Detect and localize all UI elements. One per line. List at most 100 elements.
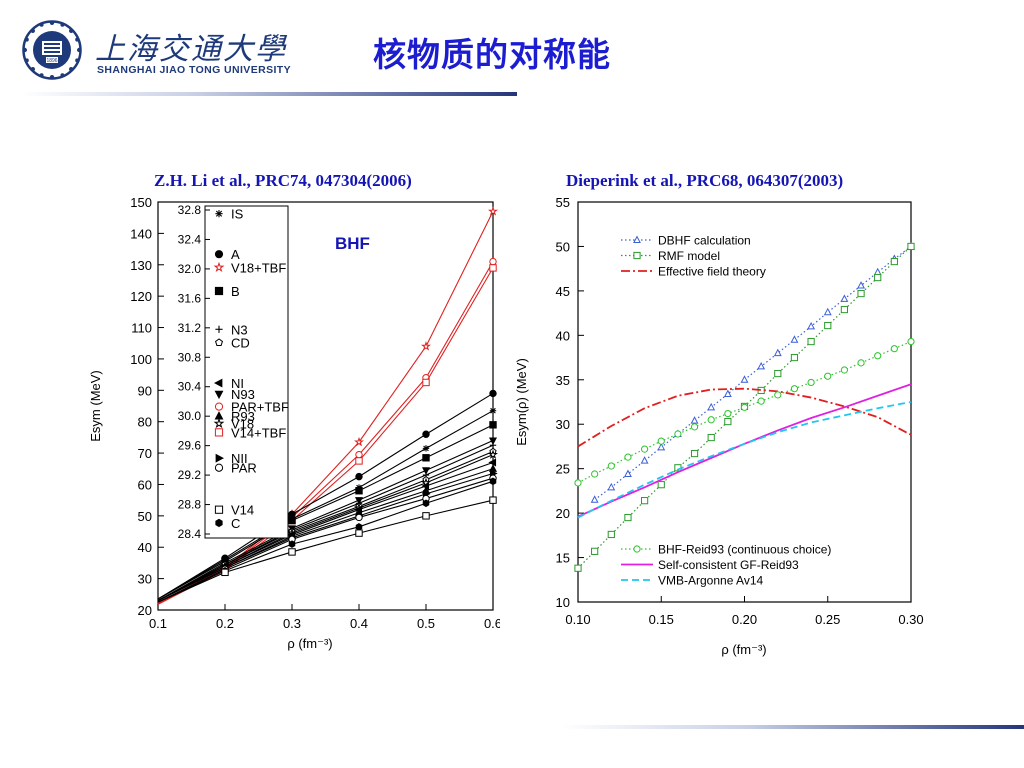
left-x-tick-label: 0.1 xyxy=(149,616,167,631)
right-y-tick-label: 20 xyxy=(556,506,570,521)
left-y-tick-label: 50 xyxy=(138,509,152,524)
right-point-bhf-reid93-continuous-choice xyxy=(574,479,582,487)
right-point-rmf-model xyxy=(707,433,715,442)
inset-legend-marker-par xyxy=(214,463,224,472)
left-x-tick-label: 0.6 xyxy=(484,616,500,631)
left-point-v14 xyxy=(288,548,296,556)
left-point-b xyxy=(355,487,363,495)
right-x-tick-label: 0.25 xyxy=(815,612,840,627)
inset-legend-label-b: B xyxy=(231,284,240,299)
inset-legend-marker-n93 xyxy=(214,390,224,400)
inset-legend-frame xyxy=(204,205,289,539)
left-point-c xyxy=(355,523,363,531)
right-point-bhf-reid93-continuous-choice xyxy=(807,378,815,387)
right-point-rmf-model xyxy=(874,273,882,282)
left-point-c xyxy=(489,477,497,486)
left-y-tick-label: 20 xyxy=(138,603,152,618)
left-point-par-tbf xyxy=(489,257,497,266)
right-point-dbhf-calculation xyxy=(607,482,616,491)
right-point-rmf-model xyxy=(690,449,699,458)
left-point-b xyxy=(422,454,430,462)
inset-legend-marker-c xyxy=(215,518,223,528)
inset-legend-marker-cd xyxy=(214,338,224,346)
right-point-dbhf-calculation xyxy=(857,281,865,289)
right-point-dbhf-calculation xyxy=(640,456,649,464)
left-y-tick-label: 60 xyxy=(138,477,152,492)
inset-legend-label-c: C xyxy=(231,516,240,531)
right-point-dbhf-calculation xyxy=(807,321,816,330)
right-citation: Dieperink et al., PRC68, 064307(2003) xyxy=(566,171,844,190)
right-point-bhf-reid93-continuous-choice xyxy=(641,445,649,453)
right-point-dbhf-calculation xyxy=(723,389,732,397)
right-point-bhf-reid93-continuous-choice xyxy=(624,453,632,461)
right-point-bhf-reid93-continuous-choice xyxy=(757,397,765,405)
left-series-line-b xyxy=(157,424,494,600)
inset-legend-label-n93: N93 xyxy=(231,387,255,402)
left-y-tick-label: 70 xyxy=(138,446,152,461)
inset-legend-marker-v18-tbf xyxy=(213,261,225,273)
inset-legend-label-v18: V18 xyxy=(231,417,254,432)
left-y-tick-label: 30 xyxy=(138,572,152,587)
right-point-dbhf-calculation xyxy=(624,469,632,477)
left-x-tick-label: 0.3 xyxy=(283,616,301,631)
inset-y-tick-label: 32.8 xyxy=(178,203,202,217)
right-legend-marker-rmf-model xyxy=(633,251,641,260)
left-point-n3 xyxy=(489,442,497,449)
left-point-v18-tbf xyxy=(421,341,431,351)
inset-legend-marker-v14-tbf xyxy=(214,428,224,437)
right-point-bhf-reid93-continuous-choice xyxy=(874,352,882,360)
right-legend-label-effective-field-theory: Effective field theory xyxy=(658,265,766,279)
inset-legend-marker-b xyxy=(214,286,224,296)
right-point-dbhf-calculation xyxy=(740,375,749,383)
left-point-ni xyxy=(488,458,497,467)
inset-legend-label-v14: V14 xyxy=(231,503,254,518)
left-x-tick-label: 0.2 xyxy=(216,616,234,631)
right-chart: 0.10 0.15 0.20 0.25 0.30 10 15 20 25 30 35 40 45 50 55… xyxy=(514,195,924,657)
right-point-rmf-model xyxy=(574,564,582,572)
right-legend-label-self-consistent-gf-reid93: Self-consistent GF-Reid93 xyxy=(658,558,799,572)
slide-title: 核物质的对称能 xyxy=(373,35,611,74)
inset-y-tick-label: 28.4 xyxy=(178,527,202,541)
left-y-tick-label: 150 xyxy=(130,195,152,210)
left-point-v14-tbf xyxy=(489,264,497,272)
right-y-tick-label: 30 xyxy=(556,417,570,432)
right-point-rmf-model xyxy=(907,242,915,251)
left-series-line-par xyxy=(157,477,494,603)
left-y-tick-label: 80 xyxy=(138,415,152,430)
right-y-tick-label: 25 xyxy=(556,462,570,477)
right-x-tick-label: 0.20 xyxy=(732,612,757,627)
inset-legend-label-v18-tbf: V18+TBF xyxy=(231,260,286,275)
right-y-tick-label: 55 xyxy=(556,195,570,210)
right-point-rmf-model xyxy=(607,530,615,539)
logo-year: 1896 xyxy=(46,58,57,64)
right-point-bhf-reid93-continuous-choice xyxy=(740,403,749,411)
left-y-tick-label: 100 xyxy=(130,352,152,367)
right-point-rmf-model xyxy=(840,305,848,314)
right-point-bhf-reid93-continuous-choice xyxy=(690,423,699,431)
footer-divider xyxy=(560,725,1024,729)
right-y-tick-label: 35 xyxy=(556,373,570,388)
left-x-tick-label: 0.4 xyxy=(350,616,368,631)
right-point-dbhf-calculation xyxy=(757,361,766,370)
left-y-tick-label: 120 xyxy=(130,289,152,304)
inset-legend-marker-v14 xyxy=(214,505,224,514)
inset-legend-marker-a xyxy=(214,250,224,259)
right-point-rmf-model xyxy=(824,321,832,330)
right-y-tick-label: 10 xyxy=(556,595,570,610)
right-x-tick-label: 0.10 xyxy=(565,612,590,627)
right-point-rmf-model xyxy=(857,289,865,298)
left-point-v18 xyxy=(488,449,498,459)
left-point-v14 xyxy=(489,496,497,504)
left-y-tick-label: 90 xyxy=(138,383,152,398)
left-point-v18-tbf xyxy=(488,206,498,216)
right-y-tick-label: 45 xyxy=(556,284,570,299)
inset-legend-label-v14-tbf: V14+TBF xyxy=(231,425,286,440)
inset-legend-marker-nii xyxy=(215,453,225,463)
right-y-tick-label: 40 xyxy=(556,328,570,343)
left-series-line-is xyxy=(157,410,494,600)
right-x-tick-label: 0.30 xyxy=(898,612,923,627)
left-point-par-tbf xyxy=(355,450,363,459)
right-point-rmf-model xyxy=(641,497,649,505)
right-point-bhf-reid93-continuous-choice xyxy=(674,430,682,438)
right-point-dbhf-calculation xyxy=(590,495,599,503)
